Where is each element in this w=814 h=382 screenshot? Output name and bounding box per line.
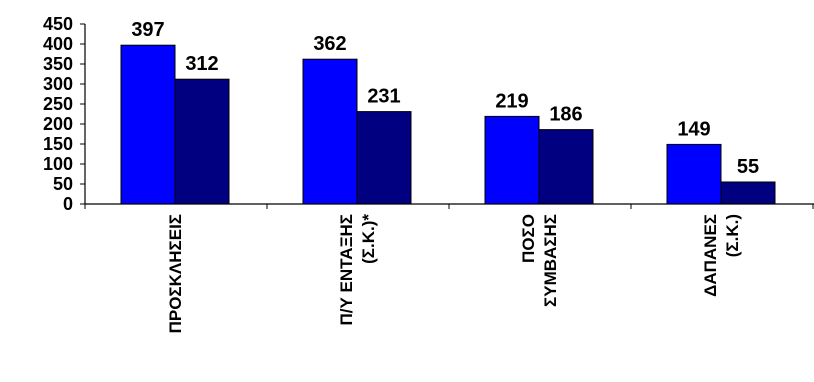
category-label-1-line-1: ΠΡΟΣΚΛΗΣΕΙΣ xyxy=(166,214,185,333)
bar-s1-c3 xyxy=(484,115,540,205)
category-label-3-line-1: ΠΟΣΟ xyxy=(519,214,538,263)
y-tick-label-150: 150 xyxy=(43,134,73,154)
category-label-3-line-2: ΣΥΜΒΑΣΗΣ xyxy=(541,214,560,307)
y-tick-label-50: 50 xyxy=(53,174,73,194)
y-tick-label-400: 400 xyxy=(43,34,73,54)
bar-s2-c3 xyxy=(538,129,594,205)
data-label-s2-c3: 186 xyxy=(549,104,582,126)
y-tick-label-450: 450 xyxy=(43,14,73,34)
category-label-2-line-2: (Σ.Κ.)* xyxy=(359,214,378,264)
data-label-s1-c2: 362 xyxy=(313,33,346,55)
bar-s2-c1 xyxy=(174,78,230,205)
data-label-s2-c2: 231 xyxy=(367,86,400,108)
data-label-s1-c3: 219 xyxy=(495,90,528,112)
bar-s2-c4 xyxy=(720,181,776,205)
bar-s1-c2 xyxy=(302,58,358,205)
y-tick-label-300: 300 xyxy=(43,74,73,94)
data-label-s1-c4: 149 xyxy=(677,118,710,140)
y-tick-label-0: 0 xyxy=(63,194,73,214)
y-tick-label-100: 100 xyxy=(43,154,73,174)
bar-s1-c4 xyxy=(666,143,722,205)
data-label-s1-c1: 397 xyxy=(131,19,164,41)
data-label-s2-c1: 312 xyxy=(185,53,218,75)
category-label-4-line-1: ΔΑΠΑΝΕΣ xyxy=(701,214,720,297)
y-tick-label-250: 250 xyxy=(43,94,73,114)
bar-s1-c1 xyxy=(120,44,176,205)
category-label-2-line-1: Π/Υ ΕΝΤΑΞΗΣ xyxy=(337,214,356,326)
bar-s2-c2 xyxy=(356,111,412,205)
category-label-4-line-2: (Σ.Κ.) xyxy=(723,214,742,257)
data-label-s2-c4: 55 xyxy=(737,156,759,178)
y-tick-label-200: 200 xyxy=(43,114,73,134)
y-tick-label-350: 350 xyxy=(43,54,73,74)
